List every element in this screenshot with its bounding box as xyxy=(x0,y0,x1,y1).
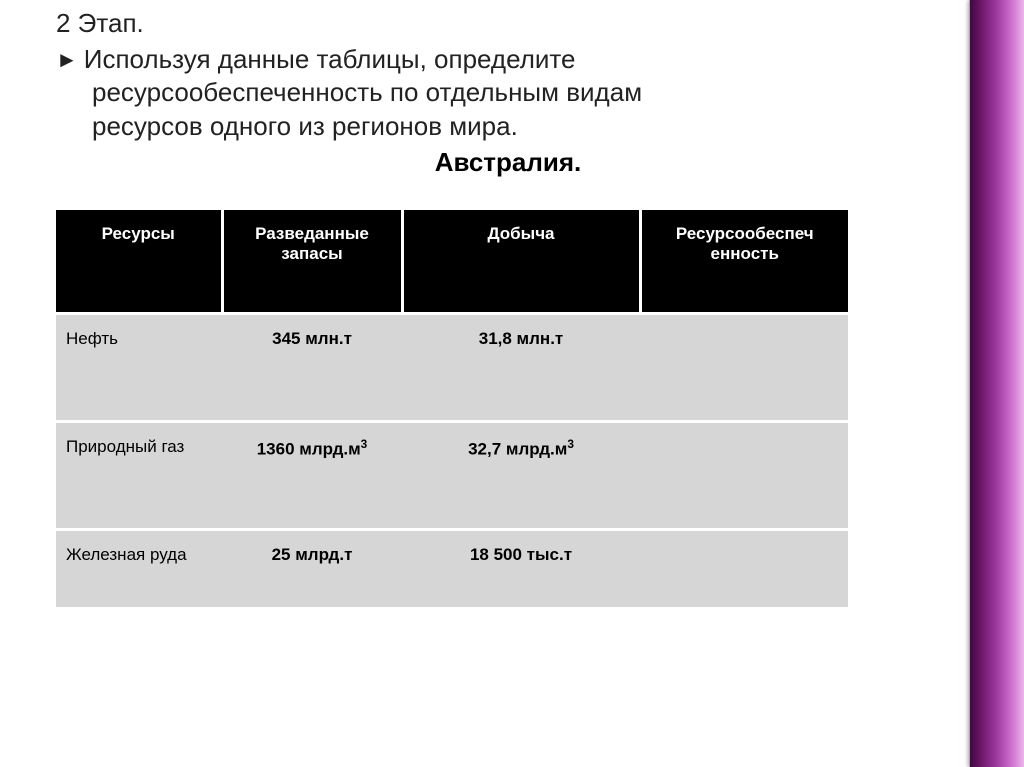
side-gradient-decor xyxy=(969,0,1024,767)
col-header-resources: Ресурсы xyxy=(56,210,222,314)
cell-extraction: 18 500 тыс.т xyxy=(402,529,640,607)
col-header-reserves-l2: запасы xyxy=(281,244,342,263)
task-text: ►Используя данные таблицы, определите ре… xyxy=(56,43,960,143)
task-line-3: ресурсов одного из регионов мира. xyxy=(56,110,960,143)
cell-extraction: 31,8 млн.т xyxy=(402,313,640,421)
cell-reserves: 1360 млрд.м3 xyxy=(222,421,402,529)
task-line-1: Используя данные таблицы, определите xyxy=(84,44,576,74)
cell-reserves-sup: 3 xyxy=(361,437,368,451)
col-header-availability-l1: Ресурсообеспеч xyxy=(676,224,814,243)
table-row: Железная руда 25 млрд.т 18 500 тыс.т xyxy=(56,529,848,607)
resources-table: Ресурсы Разведанные запасы Добыча Ресурс… xyxy=(56,210,848,608)
cell-resource: Нефть xyxy=(56,313,222,421)
region-title: Австралия. xyxy=(56,147,960,178)
cell-reserves: 345 млн.т xyxy=(222,313,402,421)
col-header-availability: Ресурсообеспеч енность xyxy=(640,210,848,314)
cell-resource: Природный газ xyxy=(56,421,222,529)
cell-availability xyxy=(640,421,848,529)
col-header-reserves: Разведанные запасы xyxy=(222,210,402,314)
col-header-availability-l2: енность xyxy=(711,244,779,263)
cell-extraction: 32,7 млрд.м3 xyxy=(402,421,640,529)
table-row: Нефть 345 млн.т 31,8 млн.т xyxy=(56,313,848,421)
content-area: 2 Этап. ►Используя данные таблицы, опред… xyxy=(0,0,960,607)
cell-availability xyxy=(640,313,848,421)
arrow-icon: ► xyxy=(56,47,78,72)
slide: 2 Этап. ►Используя данные таблицы, опред… xyxy=(0,0,1024,767)
cell-extraction-base: 32,7 млрд.м xyxy=(468,439,567,458)
col-header-extraction: Добыча xyxy=(402,210,640,314)
cell-availability xyxy=(640,529,848,607)
stage-label: 2 Этап. xyxy=(56,8,960,39)
task-line-2: ресурсообеспеченность по отдельным видам xyxy=(56,76,960,109)
cell-resource: Железная руда xyxy=(56,529,222,607)
cell-extraction-sup: 3 xyxy=(567,437,574,451)
col-header-reserves-l1: Разведанные xyxy=(255,224,369,243)
table-row: Природный газ 1360 млрд.м3 32,7 млрд.м3 xyxy=(56,421,848,529)
cell-reserves: 25 млрд.т xyxy=(222,529,402,607)
table-header-row: Ресурсы Разведанные запасы Добыча Ресурс… xyxy=(56,210,848,314)
cell-reserves-base: 1360 млрд.м xyxy=(257,439,361,458)
